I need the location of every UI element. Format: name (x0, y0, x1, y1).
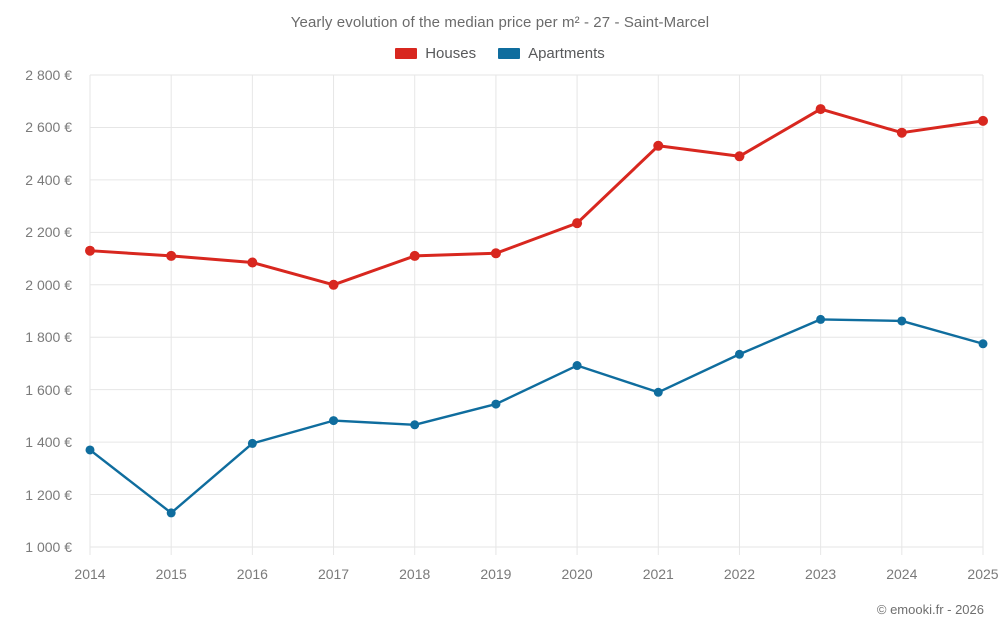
data-point-houses-2023[interactable] (815, 104, 826, 115)
data-point-houses-2016[interactable] (247, 257, 258, 268)
y-axis-tick-label: 1 200 € (25, 486, 72, 503)
y-axis-tick-label: 2 200 € (25, 224, 72, 241)
x-axis-tick-label: 2014 (74, 566, 106, 582)
footer-credit: © emooki.fr - 2026 (876, 602, 984, 617)
legend-label-houses: Houses (425, 45, 477, 62)
y-axis-tick-label: 2 400 € (25, 171, 72, 188)
x-axis-tick-label: 2017 (317, 566, 350, 582)
data-point-houses-2018[interactable] (409, 250, 420, 261)
x-axis-tick-label: 2018 (399, 566, 431, 582)
data-point-apartments-2019[interactable] (491, 399, 501, 409)
data-point-apartments-2018[interactable] (410, 420, 420, 430)
data-point-houses-2022[interactable] (734, 151, 745, 162)
y-axis-tick-label: 2 000 € (25, 276, 72, 293)
data-point-apartments-2024[interactable] (897, 316, 907, 326)
data-point-apartments-2020[interactable] (572, 361, 582, 371)
x-axis-tick-label: 2019 (480, 566, 512, 582)
y-axis: 1 000 € 1 200 € 1 400 € 1 600 € 1 800 € 2 000… (0, 0, 72, 625)
data-point-houses-2017[interactable] (328, 279, 339, 290)
data-point-apartments-2021[interactable] (653, 387, 663, 397)
x-axis-tick-label: 2025 (967, 566, 999, 582)
y-axis-tick-label: 1 400 € (25, 434, 72, 451)
data-point-apartments-2025[interactable] (978, 339, 988, 349)
data-point-apartments-2022[interactable] (734, 349, 744, 359)
y-axis-tick-label: 1 800 € (25, 329, 72, 346)
data-point-apartments-2017[interactable] (329, 416, 339, 426)
x-axis-tick-label: 2024 (886, 566, 918, 582)
data-point-apartments-2015[interactable] (166, 508, 176, 518)
data-point-apartments-2014[interactable] (85, 445, 95, 455)
y-axis-tick-label: 1 600 € (25, 381, 72, 398)
legend-item-apartments[interactable]: Apartments (498, 45, 605, 62)
data-point-houses-2021[interactable] (653, 140, 664, 151)
x-axis-tick-label: 2023 (805, 566, 837, 582)
legend-swatch-houses (395, 48, 418, 59)
y-axis-tick-label: 1 000 € (25, 539, 72, 555)
data-point-houses-2024[interactable] (896, 127, 907, 138)
series-line-apartments (88, 318, 985, 515)
data-point-apartments-2023[interactable] (816, 314, 826, 324)
legend-swatch-apartments (498, 48, 521, 59)
series-line-houses (88, 107, 985, 287)
x-axis-tick-label: 2021 (642, 566, 674, 582)
y-axis-tick-label: 2 800 € (25, 67, 72, 83)
x-axis-tick-label: 2020 (561, 566, 593, 582)
data-point-apartments-2016[interactable] (247, 438, 257, 448)
data-point-houses-2014[interactable] (85, 245, 95, 256)
data-point-houses-2019[interactable] (490, 248, 501, 259)
y-axis-tick-label: 2 600 € (25, 119, 72, 136)
chart-legend: Houses Apartments (0, 45, 1000, 62)
x-axis-tick-label: 2022 (723, 566, 756, 582)
data-point-houses-2020[interactable] (572, 218, 583, 229)
x-axis-tick-label: 2015 (155, 566, 187, 582)
data-point-houses-2015[interactable] (166, 250, 177, 261)
chart-title: Yearly evolution of the median price per… (290, 14, 710, 31)
legend-item-houses[interactable]: Houses (395, 45, 476, 62)
legend-label-apartments: Apartments (528, 45, 605, 62)
x-axis-tick-label: 2016 (236, 566, 268, 582)
data-point-houses-2025[interactable] (978, 115, 988, 126)
